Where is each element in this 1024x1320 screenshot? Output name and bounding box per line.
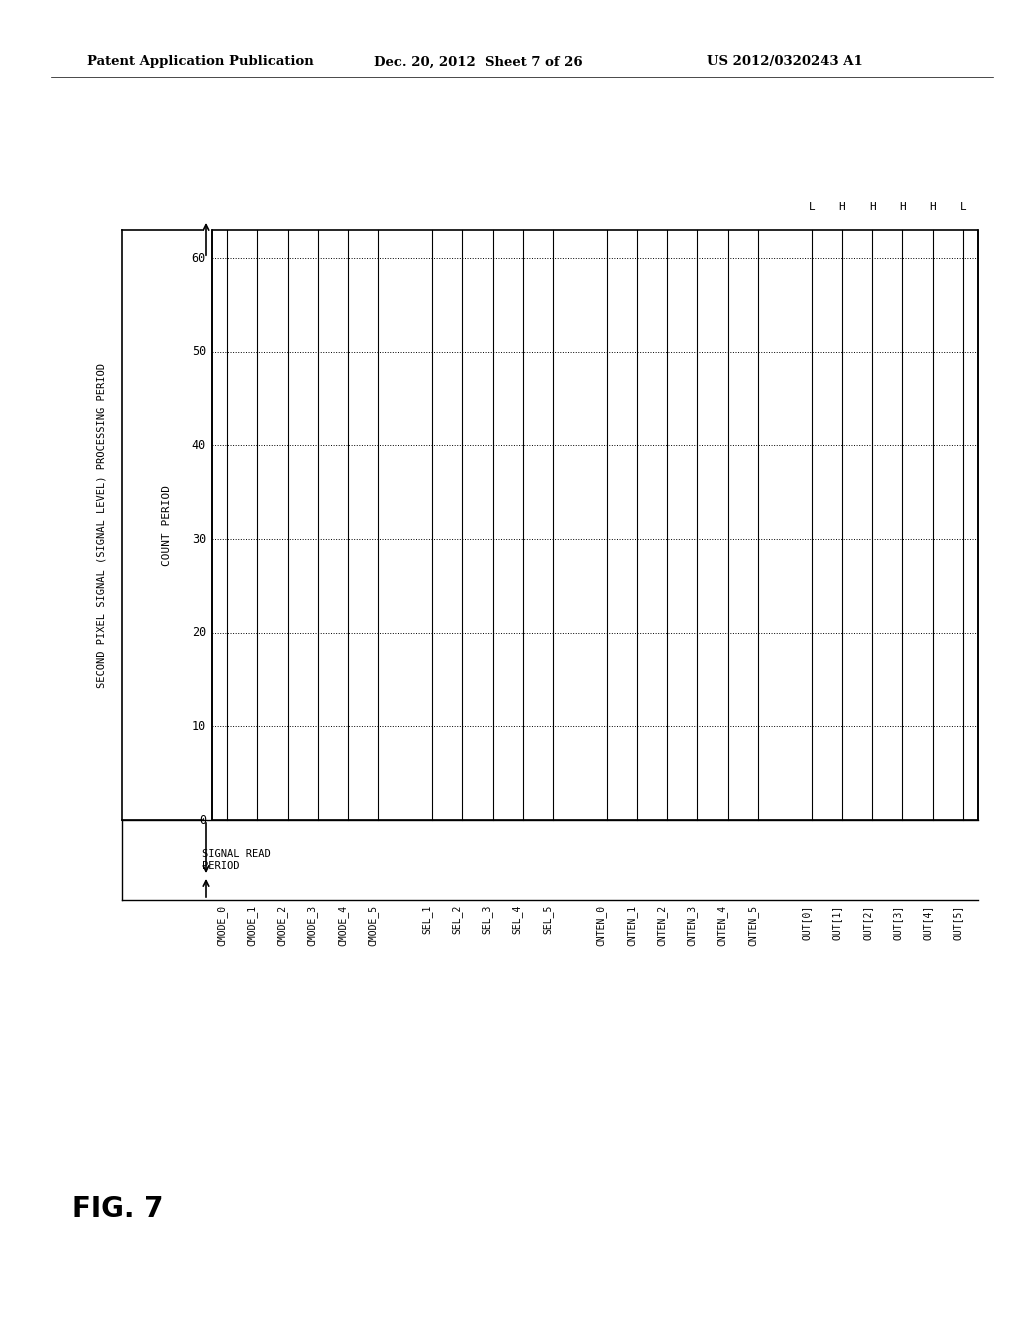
Text: CMODE_0: CMODE_0: [216, 906, 227, 946]
Text: CNTEN_5: CNTEN_5: [746, 906, 758, 946]
Text: OUT[3]: OUT[3]: [893, 906, 902, 940]
Text: 40: 40: [191, 438, 206, 451]
Text: 60: 60: [191, 252, 206, 264]
Text: CMODE_3: CMODE_3: [307, 906, 317, 946]
Text: CNTEN_3: CNTEN_3: [686, 906, 697, 946]
Text: US 2012/0320243 A1: US 2012/0320243 A1: [707, 55, 862, 69]
Text: 30: 30: [191, 532, 206, 545]
Text: CMODE_1: CMODE_1: [247, 906, 257, 946]
Text: FIG. 7: FIG. 7: [72, 1195, 163, 1222]
Text: CNTEN_0: CNTEN_0: [596, 906, 607, 946]
Text: OUT[4]: OUT[4]: [923, 906, 933, 940]
Text: CNTEN_2: CNTEN_2: [656, 906, 668, 946]
Text: OUT[0]: OUT[0]: [802, 906, 812, 940]
Text: OUT[2]: OUT[2]: [862, 906, 872, 940]
Text: H: H: [899, 202, 906, 213]
Text: H: H: [930, 202, 936, 213]
Text: L: L: [959, 202, 967, 213]
Text: CMODE_2: CMODE_2: [276, 906, 288, 946]
Text: 10: 10: [191, 719, 206, 733]
Text: L: L: [809, 202, 815, 213]
Text: SEL_5: SEL_5: [542, 906, 553, 935]
Text: 20: 20: [191, 626, 206, 639]
Text: 0: 0: [199, 813, 206, 826]
Text: H: H: [839, 202, 846, 213]
Text: 50: 50: [191, 346, 206, 358]
Text: SEL_2: SEL_2: [452, 906, 462, 935]
Text: CNTEN_1: CNTEN_1: [626, 906, 637, 946]
Text: SEL_3: SEL_3: [481, 906, 493, 935]
Text: SECOND PIXEL SIGNAL (SIGNAL LEVEL) PROCESSING PERIOD: SECOND PIXEL SIGNAL (SIGNAL LEVEL) PROCE…: [97, 363, 106, 688]
Text: COUNT PERIOD: COUNT PERIOD: [162, 484, 172, 565]
Text: OUT[5]: OUT[5]: [953, 906, 963, 940]
Text: CNTEN_4: CNTEN_4: [717, 906, 728, 946]
Text: SEL_1: SEL_1: [421, 906, 432, 935]
Text: SEL_4: SEL_4: [512, 906, 522, 935]
Text: CMODE_5: CMODE_5: [368, 906, 378, 946]
Text: Dec. 20, 2012  Sheet 7 of 26: Dec. 20, 2012 Sheet 7 of 26: [374, 55, 583, 69]
Text: Patent Application Publication: Patent Application Publication: [87, 55, 313, 69]
Text: OUT[1]: OUT[1]: [833, 906, 842, 940]
Text: CMODE_4: CMODE_4: [337, 906, 348, 946]
Text: SIGNAL READ
PERIOD: SIGNAL READ PERIOD: [202, 849, 270, 871]
Text: H: H: [869, 202, 876, 213]
